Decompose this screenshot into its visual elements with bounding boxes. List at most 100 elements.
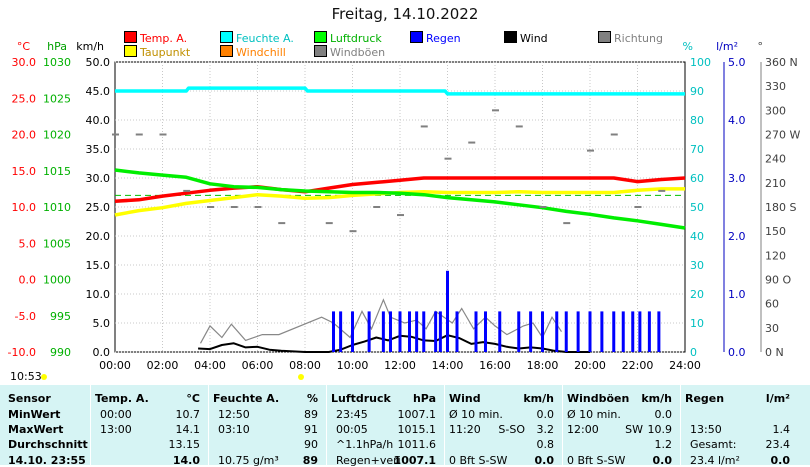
stats-wind-time: Ø 10 min. (449, 408, 503, 421)
direction-tick-label: 90 O (765, 274, 791, 287)
rain-bar (657, 311, 661, 352)
legend-label: Temp. A. (140, 32, 188, 45)
temp-tick-label: 10.0 (12, 201, 37, 214)
stats-temp-value: 10.7 (175, 408, 201, 421)
rain-bar (381, 311, 385, 352)
direction-tick-label: 360 N (765, 56, 798, 69)
legend-item: Windchill (220, 45, 286, 59)
rain-bar (389, 311, 392, 352)
rain-bar (446, 270, 449, 352)
direction-mark (207, 206, 214, 208)
rain-bar (422, 311, 426, 352)
direction-tick-label: 240 (765, 153, 786, 166)
legend-item: Taupunkt (124, 45, 190, 59)
x-tick-label: 02:00 (147, 359, 179, 372)
direction-mark (349, 230, 357, 233)
rain-bar (367, 311, 371, 352)
temp-tick-label: -5.0 (15, 310, 36, 323)
wind-tick-label: 15.0 (86, 259, 111, 272)
stats-row-label: MinWert (8, 408, 61, 421)
rain-bar (517, 311, 521, 352)
x-tick-label: 00:00 (99, 359, 131, 372)
stats-header-sensor: Sensor (8, 392, 51, 405)
stats-rain-time: 13:50 (690, 423, 722, 436)
legend-swatch (410, 31, 423, 43)
rain-bar (434, 311, 438, 352)
stats-pressure-time: ^1.1hPa/h (336, 438, 394, 451)
direction-tick-label: 330 (765, 80, 786, 93)
legend-swatch (598, 31, 611, 43)
direction-tick-label: 60 (765, 298, 779, 311)
humidity-tick-label: 20 (690, 288, 704, 301)
pressure-tick-label: 995 (50, 310, 71, 323)
temp-tick-label: 30.0 (12, 56, 37, 69)
stats-header-gust-unit: km/h (641, 392, 672, 405)
stats-column-separator (326, 385, 327, 465)
rain-tick-label: 4.0 (728, 114, 746, 127)
direction-mark (135, 133, 143, 136)
stats-wind-time: 11:20 (449, 423, 481, 436)
legend-swatch (314, 45, 327, 57)
wind-tick-label: 40.0 (86, 114, 111, 127)
stats-humidity-time: 10.75 g/m³ (218, 454, 279, 467)
direction-mark (420, 125, 428, 128)
humidity-tick-label: 40 (690, 230, 704, 243)
pressure-tick-label: 1005 (43, 237, 71, 250)
stats-pressure-time: 00:05 (336, 423, 368, 436)
sunrise-marker (298, 374, 304, 380)
stats-pressure-time: Regen+veri (336, 454, 401, 467)
stats-temp-value: 14.0 (172, 454, 200, 467)
stats-rain-value: 23.4 (765, 438, 791, 451)
stats-header-gust: Windböen (567, 392, 630, 405)
stats-pressure-value: 1007.1 (397, 408, 437, 421)
x-tick-label: 20:00 (574, 359, 606, 372)
pressure-tick-label: 990 (50, 346, 71, 359)
humidity-tick-label: 70 (690, 143, 704, 156)
stats-column-separator (562, 385, 563, 465)
legend-label: Regen (426, 32, 461, 45)
stats-temp-value: 14.1 (175, 423, 201, 436)
wind-tick-label: 5.0 (93, 317, 111, 330)
stats-humidity-value: 89 (304, 408, 318, 421)
stats-pressure-value: 1011.6 (397, 438, 437, 451)
wind-tick-label: 10.0 (86, 288, 111, 301)
direction-tick-label: 210 (765, 177, 786, 190)
stats-gust-time: 12:00 (567, 423, 599, 436)
rain-bar (455, 311, 459, 352)
x-tick-label: 14:00 (432, 359, 464, 372)
direction-mark (159, 133, 167, 136)
stats-gust-time: Ø 10 min. (567, 408, 621, 421)
rain-bar (408, 311, 411, 352)
rain-bar (588, 311, 592, 352)
rain-bar (438, 311, 442, 352)
direction-unit-label: ° (758, 40, 764, 53)
legend-label: Richtung (614, 32, 663, 45)
wind-unit-label: km/h (76, 40, 104, 53)
x-tick-label: 04:00 (194, 359, 226, 372)
stats-row-label: 14.10. 23:55 (8, 454, 86, 467)
stats-pressure-value: 1007.1 (393, 454, 436, 467)
x-tick-label: 22:00 (622, 359, 654, 372)
rain-bar (351, 311, 354, 352)
stats-header-wind-unit: km/h (523, 392, 554, 405)
temp-tick-label: 25.0 (12, 92, 37, 105)
stats-gust-direction: SW (625, 423, 643, 436)
legend-label: Luftdruck (330, 32, 382, 45)
temp-unit-label: °C (17, 40, 31, 53)
stats-pressure-value: 1015.1 (397, 423, 437, 436)
legend-swatch (220, 45, 233, 57)
wind-tick-label: 50.0 (86, 56, 111, 69)
rain-tick-label: 0.0 (728, 346, 746, 359)
rain-bar (576, 311, 580, 352)
wind-tick-label: 35.0 (86, 143, 111, 156)
rain-bar (332, 311, 335, 352)
rain-bar (415, 311, 419, 352)
legend-item: Windböen (314, 45, 385, 59)
stats-header-humidity-unit: % (306, 392, 318, 405)
direction-mark (183, 189, 191, 192)
direction-tick-label: 270 W (765, 129, 800, 142)
pressure-tick-label: 1015 (43, 165, 71, 178)
series-line-wind (198, 334, 590, 353)
rain-bar (631, 311, 635, 352)
rain-bar (541, 311, 544, 352)
